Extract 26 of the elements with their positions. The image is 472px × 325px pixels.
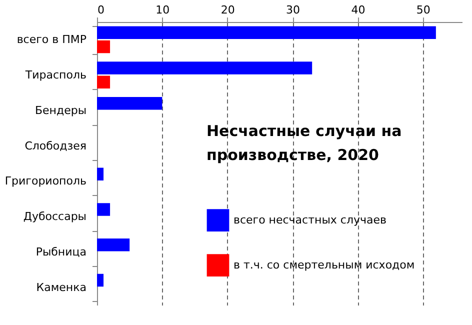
y-tick-label: Григориополь: [4, 174, 86, 188]
x-tick-label: 40: [351, 4, 366, 16]
y-tick-label: Рыбница: [36, 245, 86, 258]
text: Несчастные случаи на производстве, 2020: [206, 122, 402, 164]
bar: [97, 76, 110, 89]
x-tick-label: 50: [416, 4, 430, 16]
x-tick-label: 0: [98, 4, 104, 16]
y-tick-label: Каменка: [36, 280, 86, 294]
bar: [97, 274, 104, 287]
bar: [97, 62, 312, 74]
x-tick-label: 20: [220, 4, 235, 16]
legend-label: всего несчастных случаев: [234, 213, 386, 226]
bar: [97, 96, 162, 110]
bar: [97, 40, 110, 54]
x-tick-label: 10: [156, 4, 170, 16]
x-tick-label: 30: [286, 4, 300, 16]
y-tick-label: Бендеры: [34, 104, 86, 117]
bar: [97, 168, 104, 180]
legend-label: в т.ч. со смертельным исходом: [234, 258, 415, 272]
y-tick-label: Дубоссары: [23, 210, 86, 224]
y-tick-label: Слободзея: [24, 139, 86, 152]
bar: [97, 238, 130, 252]
y-tick-label: Тирасполь: [24, 68, 86, 82]
bar: [97, 203, 110, 216]
y-tick-label: всего в ПМР: [16, 33, 87, 46]
bar: [97, 26, 436, 39]
